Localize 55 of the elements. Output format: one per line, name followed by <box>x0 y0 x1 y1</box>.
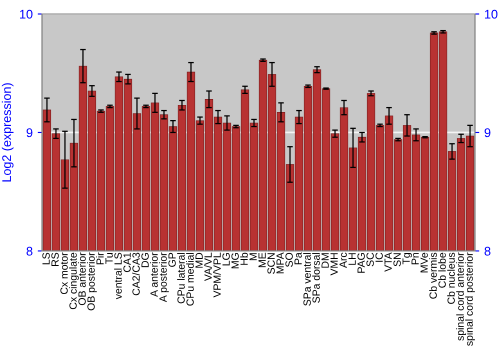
y-tick-label: 9 <box>26 128 32 138</box>
x-tick-label: MD <box>196 252 203 268</box>
x-tick-label: SPa dorsal <box>312 253 320 303</box>
x-tick-label: OB anterior <box>78 252 86 306</box>
x-tick-label: M <box>250 253 257 260</box>
x-tick-label: VMH <box>330 253 338 276</box>
x-tick-label: SC <box>366 252 374 266</box>
x-tick-label: SO <box>285 252 293 267</box>
y-axis-title: Log2 (expression) <box>2 83 14 182</box>
x-tick-label: Pn <box>412 253 419 264</box>
x-tick-label: CPu medial <box>186 253 194 306</box>
x-tick-label: GP <box>168 252 176 267</box>
x-tick-label: Pir <box>96 252 104 264</box>
x-tick-label: Tu <box>105 253 113 264</box>
x-tick-label: Tg <box>402 253 412 264</box>
x-tick-label: SPa ventral <box>303 253 311 306</box>
x-tick-label: VPM/VPL <box>213 252 221 298</box>
x-tick-label: MPA <box>276 252 284 274</box>
x-tick-label: MVe <box>420 252 428 272</box>
x-tick-label: SN <box>393 253 401 266</box>
x-tick-label: RS <box>51 252 59 266</box>
y2-tick-label: 9 <box>484 128 490 138</box>
x-tick-label: VTA <box>384 252 392 272</box>
x-tick-label: MG <box>231 253 239 268</box>
x-tick-label: Pa <box>294 252 302 264</box>
x-tick-label: spinal cord posterior <box>465 252 475 346</box>
y-tick-label: 8 <box>26 246 32 256</box>
x-tick-label: A posterior <box>159 252 169 302</box>
x-tick-label: IC <box>375 252 383 262</box>
y2-tick-label: 8 <box>484 246 490 256</box>
x-tick-label: Cb nucleus <box>447 252 455 304</box>
y-tick-label: 10 <box>20 10 32 19</box>
x-tick-label: CA2/CA3 <box>132 252 140 296</box>
x-tick-label: VA/VL <box>204 252 212 282</box>
x-tick-label: CPu lateral <box>177 253 185 304</box>
x-tick-label: SCN <box>267 253 275 274</box>
x-tick-label: Cx cingulate <box>69 252 79 310</box>
x-tick-label: A anterior <box>150 252 158 297</box>
x-tick-label: PAG <box>357 253 365 273</box>
x-tick-label: OB posterior <box>87 252 97 310</box>
x-tick-label: DG <box>141 253 149 268</box>
x-tick-label: Hb <box>240 252 248 265</box>
x-tick-label: DM <box>322 253 329 268</box>
x-tick-label: LG <box>222 253 230 266</box>
x-tick-label: CA1 <box>123 252 131 272</box>
x-tick-label: ME <box>258 252 266 268</box>
x-tick-label: LS <box>42 252 50 264</box>
x-tick-label: Cb vermis <box>429 252 437 299</box>
x-tick-label: spinal cord anterior <box>456 252 466 341</box>
x-tick-label: Cx motor <box>60 252 68 294</box>
x-tick-label: ventral LS <box>114 252 122 300</box>
y2-tick-label: 10 <box>484 10 498 19</box>
x-tick-label: Cb lobe <box>438 252 446 288</box>
x-tick-label: Arc <box>340 252 347 268</box>
x-tick-label: LH <box>348 253 356 265</box>
